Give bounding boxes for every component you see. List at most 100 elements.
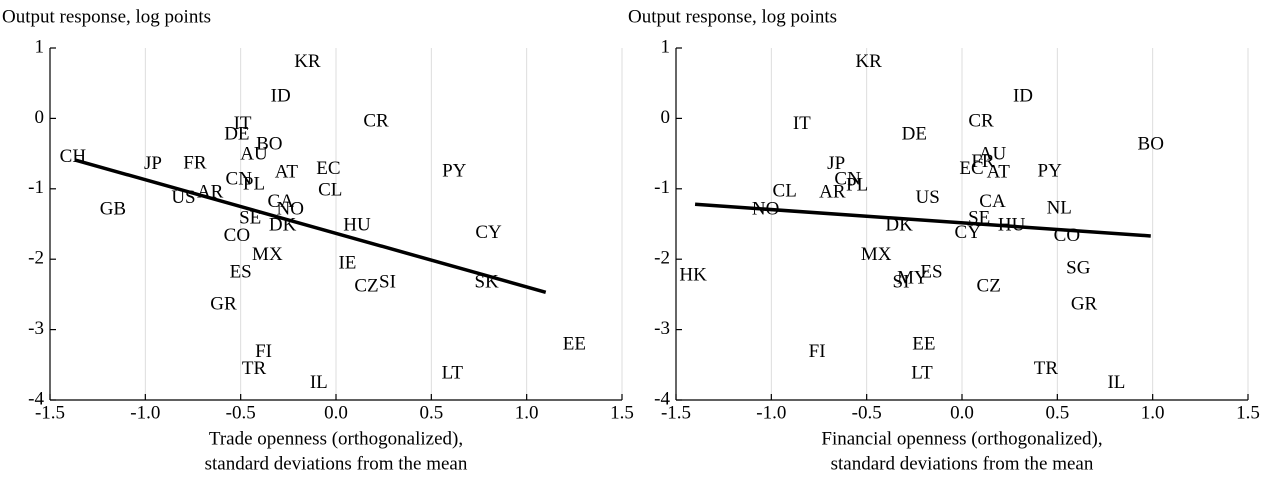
point-label: NL <box>1047 198 1072 219</box>
point-label: MX <box>252 244 283 265</box>
point-label: SI <box>893 271 910 292</box>
x-tick-label: 1.5 <box>1236 402 1260 423</box>
point-label: EC <box>959 158 983 179</box>
point-label: CA <box>979 191 1006 212</box>
point-label: SE <box>239 207 261 228</box>
point-label: CO <box>224 225 250 246</box>
point-label: CR <box>363 110 389 131</box>
point-label: AU <box>979 143 1007 164</box>
point-label: EE <box>563 333 586 354</box>
point-label: ES <box>230 262 252 283</box>
chart-title: Output response, log points <box>2 6 211 27</box>
point-label: TR <box>242 358 267 379</box>
x-tick-label: -1.5 <box>661 402 691 423</box>
y-tick-label: 0 <box>661 107 671 128</box>
chart-title: Output response, log points <box>628 6 837 27</box>
point-label: CL <box>318 179 342 200</box>
point-label: HK <box>679 264 707 285</box>
point-label: MX <box>861 244 892 265</box>
y-tick-label: -4 <box>28 388 44 409</box>
point-label: CN <box>834 169 861 190</box>
y-tick-label: -4 <box>654 388 670 409</box>
fit-line <box>74 158 547 294</box>
point-label: DE <box>224 124 249 145</box>
x-tick-label: -1.0 <box>756 402 786 423</box>
point-label: CY <box>475 222 502 243</box>
point-label: KR <box>855 51 882 72</box>
point-label: CZ <box>354 276 378 297</box>
y-tick-label: -1 <box>654 177 670 198</box>
point-label: CR <box>968 110 994 131</box>
y-tick-label: 1 <box>35 36 45 57</box>
point-label: IT <box>234 113 252 134</box>
point-label: AT <box>987 162 1011 183</box>
point-label: GR <box>1071 293 1098 314</box>
point-label: FR <box>183 153 207 174</box>
x-axis-label: Financial openness (orthogonalized), <box>821 428 1102 449</box>
y-tick-label: 0 <box>35 107 45 128</box>
point-label: PY <box>1038 160 1063 181</box>
point-label: AU <box>240 143 268 164</box>
point-label: IL <box>310 372 328 393</box>
point-label: IL <box>1107 372 1125 393</box>
point-label: PL <box>243 174 265 195</box>
x-axis-label: Trade openness (orthogonalized), <box>209 428 463 449</box>
x-tick-label: 0.0 <box>324 402 348 423</box>
point-label: FR <box>971 151 995 172</box>
point-label: CZ <box>977 276 1001 297</box>
point-label: ES <box>920 262 942 283</box>
x-tick-label: 0.5 <box>419 402 443 423</box>
point-label: CL <box>773 181 797 202</box>
x-axis-label: standard deviations from the mean <box>205 453 468 474</box>
point-label: HU <box>343 214 371 235</box>
point-label: MY <box>897 267 928 288</box>
point-label: EC <box>316 158 340 179</box>
point-label: AT <box>275 162 299 183</box>
point-label: IE <box>338 252 356 273</box>
x-tick-label: -0.5 <box>226 402 256 423</box>
y-tick-label: -1 <box>28 177 44 198</box>
point-label: TR <box>1034 358 1059 379</box>
point-label: CN <box>226 169 253 190</box>
x-tick-label: 0.5 <box>1045 402 1069 423</box>
point-label: PL <box>846 174 868 195</box>
point-label: GB <box>100 198 126 219</box>
point-label: FI <box>809 341 826 362</box>
x-tick-label: 1.5 <box>610 402 634 423</box>
x-tick-label: 0.0 <box>950 402 974 423</box>
point-label: GR <box>210 293 237 314</box>
y-tick-label: -2 <box>28 248 44 269</box>
point-label: CA <box>268 191 295 212</box>
point-label: BO <box>1138 134 1164 155</box>
point-label: SI <box>379 271 396 292</box>
y-tick-label: -3 <box>28 318 44 339</box>
x-tick-label: -1.5 <box>35 402 65 423</box>
point-label: IT <box>793 113 811 134</box>
point-label: EE <box>912 333 935 354</box>
point-label: NO <box>277 198 304 219</box>
point-label: JP <box>144 153 162 174</box>
x-tick-label: 1.0 <box>1141 402 1165 423</box>
point-label: CY <box>955 222 982 243</box>
point-label: ID <box>1013 86 1033 107</box>
point-label: SG <box>1066 257 1091 278</box>
point-label: LT <box>442 362 464 383</box>
x-tick-label: -0.5 <box>852 402 882 423</box>
point-label: BO <box>256 134 282 155</box>
y-tick-label: -2 <box>654 248 670 269</box>
point-label: KR <box>294 51 321 72</box>
point-label: DE <box>902 124 927 145</box>
point-label: JP <box>827 153 845 174</box>
point-label: CH <box>60 146 87 167</box>
y-tick-label: -3 <box>654 318 670 339</box>
point-label: LT <box>911 362 933 383</box>
x-tick-label: -1.0 <box>130 402 160 423</box>
point-label: FI <box>255 341 272 362</box>
point-label: ID <box>271 86 291 107</box>
y-tick-label: 1 <box>661 36 671 57</box>
fit-line <box>694 202 1151 238</box>
point-label: AR <box>819 181 846 202</box>
x-axis-label: standard deviations from the mean <box>831 453 1094 474</box>
point-label: US <box>916 187 940 208</box>
